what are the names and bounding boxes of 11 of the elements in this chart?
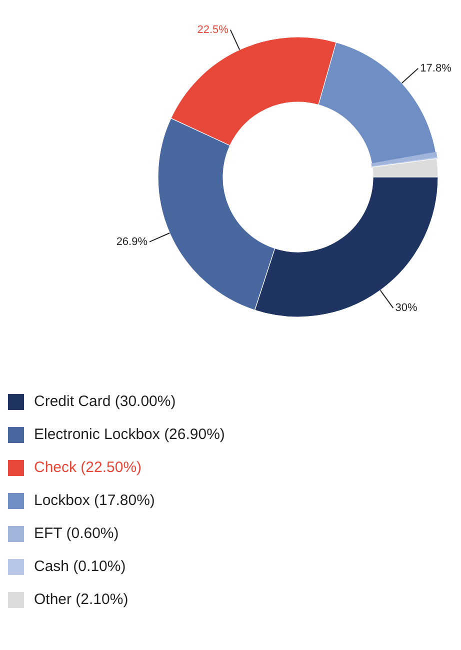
data-label: 17.8% xyxy=(420,62,452,74)
legend-label: Electronic Lockbox (26.90%) xyxy=(34,426,225,443)
legend-label: EFT (0.60%) xyxy=(34,525,119,542)
data-label: 22.5% xyxy=(197,24,229,36)
legend-label: Check (22.50%) xyxy=(34,459,142,476)
data-label: 30% xyxy=(395,302,418,314)
legend-label: Lockbox (17.80%) xyxy=(34,492,155,509)
data-label: 26.9% xyxy=(116,236,148,248)
legend-label: Cash (0.10%) xyxy=(34,558,126,575)
legend-label: Credit Card (30.00%) xyxy=(34,393,176,410)
legend-label: Other (2.10%) xyxy=(34,591,128,608)
